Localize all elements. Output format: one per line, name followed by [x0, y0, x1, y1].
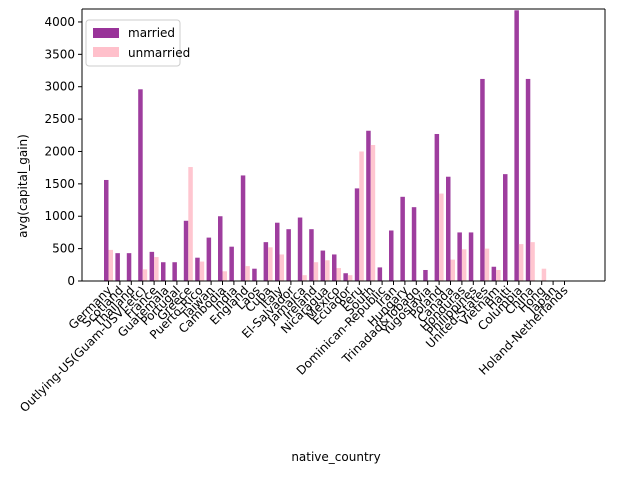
bar-married-5 [161, 262, 166, 281]
y-tick-label: 2500 [44, 112, 75, 126]
bar-married-28 [423, 269, 428, 281]
bar-married-11 [229, 246, 234, 281]
bar-unmarried-3 [142, 269, 148, 281]
bar-unmarried-8 [199, 261, 205, 281]
bar-married-25 [389, 230, 394, 281]
bar-married-15 [275, 222, 280, 281]
bar-married-31 [457, 232, 462, 281]
y-axis-label: avg(capital_gain) [16, 134, 30, 238]
bar-married-17 [297, 217, 303, 281]
bar-married-13 [252, 268, 257, 281]
bar-married-6 [172, 262, 177, 281]
bar-unmarried-10 [222, 271, 227, 281]
bar-married-3 [138, 89, 143, 281]
bar-married-32 [468, 232, 474, 281]
bar-unmarried-38 [541, 268, 547, 281]
bar-married-16 [286, 229, 291, 281]
bar-married-0 [104, 179, 109, 281]
bar-married-10 [218, 216, 223, 281]
y-tick-label: 1000 [44, 209, 75, 223]
bar-unmarried-20 [336, 268, 341, 281]
bar-unmarried-30 [450, 259, 455, 281]
bar-unmarried-4 [154, 257, 159, 281]
bars-layer [104, 10, 547, 282]
bar-unmarried-22 [359, 151, 364, 281]
bar-unmarried-19 [325, 260, 330, 281]
bar-married-2 [126, 253, 132, 281]
bar-unmarried-12 [245, 266, 250, 281]
bar-married-35 [503, 174, 508, 281]
bar-unmarried-31 [461, 249, 467, 281]
bar-married-33 [480, 78, 485, 281]
bar-unmarried-0 [108, 249, 113, 281]
y-tick-label: 1500 [44, 177, 75, 191]
x-axis-label: native_country [291, 450, 380, 464]
bar-married-34 [491, 266, 497, 281]
bar-unmarried-15 [279, 254, 284, 281]
bar-married-18 [309, 229, 314, 281]
bar-married-23 [366, 130, 371, 281]
bar-married-36 [514, 10, 519, 282]
bar-married-14 [263, 242, 269, 281]
bar-married-12 [240, 175, 246, 281]
bar-married-8 [195, 257, 200, 281]
y-tick-label: 500 [52, 242, 75, 256]
bar-unmarried-29 [439, 193, 444, 281]
bar-unmarried-18 [313, 262, 319, 281]
bar-married-26 [400, 196, 405, 281]
bar-married-7 [183, 220, 189, 281]
bar-married-20 [332, 254, 337, 281]
bar-unmarried-23 [370, 145, 376, 281]
y-tick-label: 3000 [44, 80, 75, 94]
bar-unmarried-14 [268, 247, 273, 281]
bar-unmarried-37 [530, 242, 535, 281]
bar-unmarried-7 [188, 167, 193, 281]
bar-married-19 [320, 250, 326, 281]
bar-married-21 [343, 273, 348, 281]
bar-unmarried-21 [347, 275, 353, 281]
y-tick-label: 0 [67, 274, 75, 288]
ticks-layer: 05001000150020002500300035004000GermanyS… [17, 15, 571, 415]
bar-unmarried-17 [302, 275, 307, 281]
bar-married-4 [149, 251, 155, 281]
bar-married-37 [525, 78, 531, 281]
bar-married-1 [115, 253, 120, 281]
bar-married-27 [411, 207, 417, 281]
bar-married-22 [354, 188, 360, 281]
bar-unmarried-34 [496, 269, 501, 281]
bar-unmarried-33 [484, 248, 490, 281]
bar-married-24 [377, 267, 383, 281]
legend: married unmarried [85, 19, 190, 67]
bar-unmarried-36 [518, 244, 524, 281]
axes-layer [81, 8, 606, 282]
bar-married-9 [206, 237, 212, 281]
y-tick-label: 4000 [44, 15, 75, 29]
legend-label-unmarried: unmarried [128, 46, 190, 60]
legend-swatch-unmarried [93, 47, 119, 57]
bar-married-30 [446, 176, 451, 281]
legend-label-married: married [128, 26, 175, 40]
y-tick-label: 2000 [44, 144, 75, 158]
bar-married-29 [434, 133, 440, 281]
legend-swatch-married [93, 28, 119, 38]
x-tick-label: Outlying-US(Guam-USVI-etc) [17, 283, 149, 415]
y-tick-label: 3500 [44, 47, 75, 61]
